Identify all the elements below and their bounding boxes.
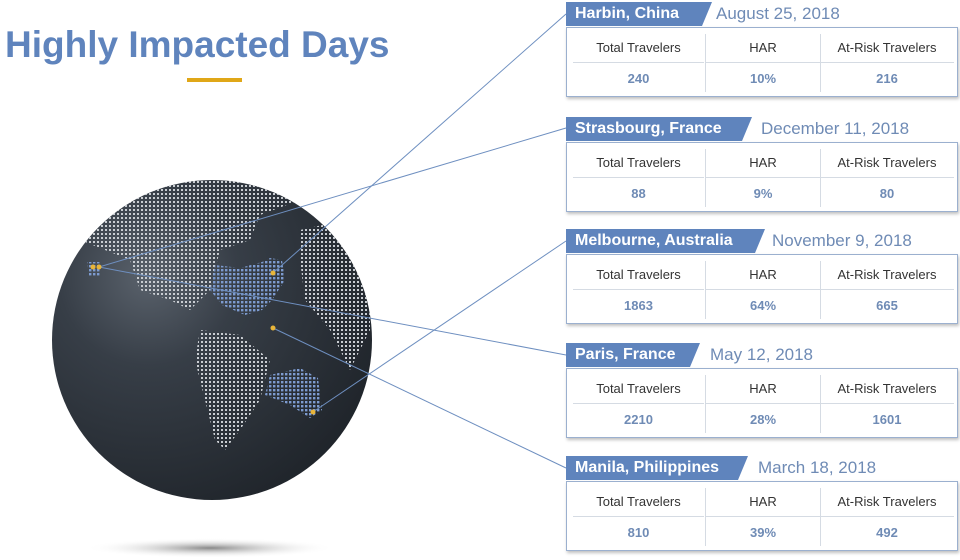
- marker-manila: [270, 325, 276, 331]
- marker-melbourne: [310, 409, 316, 415]
- city-tab: Harbin, China: [566, 2, 712, 26]
- city-tab: Strasbourg, France: [566, 117, 752, 141]
- date: March 18, 2018: [758, 458, 877, 477]
- connector-lines: [98, 13, 567, 469]
- har-value: 64%: [749, 298, 777, 313]
- connector-paris: [98, 266, 567, 356]
- total-value: 240: [627, 71, 650, 86]
- at-risk-value: 216: [876, 71, 898, 86]
- date: December 11, 2018: [761, 119, 910, 138]
- header-har: HAR: [706, 34, 820, 63]
- header-total: Total Travelers: [573, 34, 704, 63]
- globe-shadow: [85, 538, 335, 558]
- header-har: HAR: [706, 488, 820, 517]
- at-risk-value: 492: [876, 525, 898, 540]
- header-total: Total Travelers: [573, 375, 704, 404]
- total-value: 2210: [624, 412, 653, 427]
- location-markers: [90, 264, 316, 415]
- har-value: 39%: [749, 525, 777, 540]
- header-har: HAR: [706, 149, 820, 178]
- har-value: 28%: [749, 412, 777, 427]
- page-title: Highly Impacted Days: [5, 24, 390, 65]
- connector-melbourne: [312, 240, 567, 413]
- date: November 9, 2018: [772, 231, 912, 250]
- at-risk-value: 80: [879, 186, 895, 201]
- city-tab: Manila, Philippines: [566, 456, 748, 480]
- title-underline: [187, 78, 242, 82]
- total-value: 810: [627, 525, 650, 540]
- har-value: 10%: [749, 71, 777, 86]
- header-at-risk: At-Risk Travelers: [820, 34, 954, 63]
- connector-strasbourg: [98, 127, 567, 268]
- header-har: HAR: [706, 261, 820, 290]
- connector-harbin: [272, 13, 567, 274]
- header-total: Total Travelers: [573, 149, 704, 178]
- header-total: Total Travelers: [573, 488, 704, 517]
- header-at-risk: At-Risk Travelers: [820, 261, 954, 290]
- at-risk-value: 665: [876, 298, 898, 313]
- city-tab: Melbourne, Australia: [566, 229, 765, 253]
- header-total: Total Travelers: [573, 261, 704, 290]
- connector-manila: [272, 327, 567, 469]
- stats-table: Total Travelers 1863 HAR 64% At-Risk Trave…: [566, 254, 958, 324]
- total-value: 1863: [624, 298, 653, 313]
- city-tab: Paris, France: [566, 343, 700, 367]
- header-at-risk: At-Risk Travelers: [820, 488, 954, 517]
- stats-table: Total Travelers 810 HAR 39% At-Risk Travel…: [566, 481, 958, 551]
- header-at-risk: At-Risk Travelers: [820, 375, 954, 404]
- stats-table: Total Travelers 240 HAR 10% At-Risk Travel…: [566, 27, 958, 97]
- header-at-risk: At-Risk Travelers: [820, 149, 954, 178]
- stats-table: Total Travelers 2210 HAR 28% At-Risk Trave…: [566, 368, 958, 438]
- marker-paris: [90, 264, 96, 270]
- stats-table: Total Travelers 88 HAR 9% At-Risk Traveler…: [566, 142, 958, 212]
- total-value: 88: [631, 186, 646, 201]
- header-har: HAR: [706, 375, 820, 404]
- date: May 12, 2018: [710, 345, 814, 364]
- har-value: 9%: [753, 186, 773, 201]
- marker-strasbourg: [96, 264, 102, 270]
- marker-harbin: [270, 270, 276, 276]
- date: August 25, 2018: [716, 4, 840, 23]
- at-risk-value: 1601: [872, 412, 902, 427]
